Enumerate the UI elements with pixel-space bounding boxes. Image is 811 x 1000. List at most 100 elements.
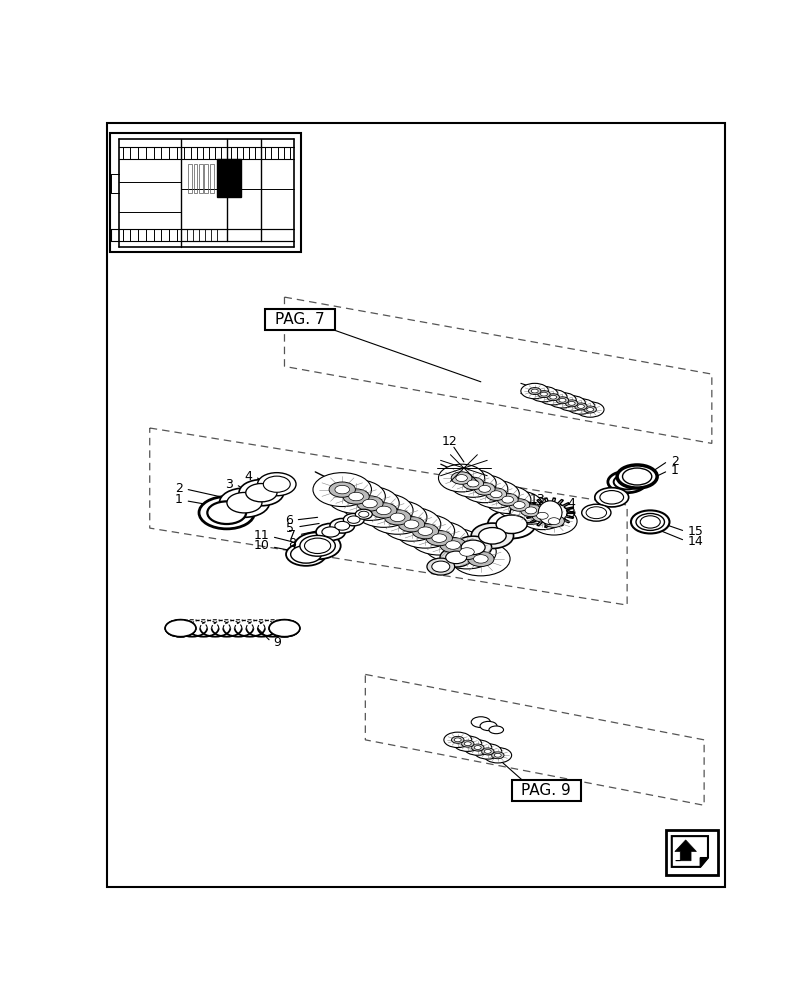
Ellipse shape: [219, 488, 269, 517]
Ellipse shape: [329, 518, 354, 533]
Ellipse shape: [453, 544, 479, 560]
Ellipse shape: [467, 551, 493, 567]
Ellipse shape: [437, 535, 496, 569]
Ellipse shape: [376, 506, 391, 515]
Ellipse shape: [463, 740, 491, 755]
Ellipse shape: [530, 389, 538, 393]
Ellipse shape: [501, 496, 513, 503]
Polygon shape: [674, 840, 696, 861]
Ellipse shape: [431, 534, 446, 542]
Ellipse shape: [481, 748, 493, 755]
Ellipse shape: [530, 386, 557, 402]
Ellipse shape: [520, 504, 541, 517]
Text: 2: 2: [174, 482, 182, 495]
Ellipse shape: [165, 620, 195, 637]
Ellipse shape: [539, 389, 566, 405]
Ellipse shape: [494, 753, 500, 757]
Polygon shape: [699, 858, 707, 867]
Ellipse shape: [491, 752, 504, 759]
Ellipse shape: [583, 406, 595, 413]
Ellipse shape: [474, 744, 501, 759]
Ellipse shape: [558, 398, 565, 402]
Ellipse shape: [382, 507, 440, 541]
Ellipse shape: [390, 513, 405, 522]
Ellipse shape: [556, 397, 568, 404]
Ellipse shape: [341, 487, 399, 520]
Ellipse shape: [461, 540, 484, 555]
Ellipse shape: [423, 528, 482, 562]
Text: 4: 4: [566, 497, 574, 510]
Ellipse shape: [497, 493, 517, 506]
Ellipse shape: [528, 388, 540, 395]
Ellipse shape: [343, 513, 363, 526]
Ellipse shape: [290, 545, 321, 563]
Bar: [188, 164, 192, 193]
Ellipse shape: [356, 496, 383, 511]
Ellipse shape: [473, 555, 487, 563]
Ellipse shape: [530, 507, 577, 535]
Ellipse shape: [334, 485, 349, 494]
Ellipse shape: [354, 493, 413, 527]
Ellipse shape: [473, 480, 519, 508]
Text: 12: 12: [442, 435, 457, 448]
Polygon shape: [525, 498, 574, 527]
Ellipse shape: [328, 482, 355, 497]
Ellipse shape: [199, 497, 254, 529]
Ellipse shape: [299, 535, 335, 556]
Ellipse shape: [226, 492, 262, 513]
Ellipse shape: [444, 732, 471, 748]
Ellipse shape: [412, 524, 438, 539]
Ellipse shape: [410, 521, 468, 555]
Ellipse shape: [445, 551, 466, 564]
Bar: [665, 830, 717, 875]
Text: 1: 1: [670, 464, 678, 477]
Text: 7: 7: [288, 529, 296, 542]
Text: 5: 5: [286, 522, 294, 535]
Ellipse shape: [467, 480, 478, 487]
Ellipse shape: [440, 537, 466, 553]
Ellipse shape: [321, 527, 339, 537]
Ellipse shape: [548, 393, 576, 408]
Ellipse shape: [294, 532, 341, 559]
Ellipse shape: [547, 518, 559, 525]
Ellipse shape: [613, 474, 640, 489]
Ellipse shape: [586, 507, 606, 519]
Ellipse shape: [577, 405, 584, 408]
Ellipse shape: [479, 721, 496, 731]
Ellipse shape: [581, 504, 610, 521]
Ellipse shape: [470, 717, 490, 728]
Ellipse shape: [418, 527, 432, 535]
Ellipse shape: [304, 538, 330, 554]
Circle shape: [538, 501, 561, 525]
Ellipse shape: [474, 483, 495, 495]
Ellipse shape: [464, 742, 470, 746]
Ellipse shape: [312, 473, 371, 507]
Bar: [511, 780, 580, 801]
Ellipse shape: [485, 488, 506, 500]
Ellipse shape: [438, 464, 484, 492]
Bar: [265, 309, 334, 330]
Ellipse shape: [453, 738, 461, 742]
Ellipse shape: [455, 475, 467, 482]
Ellipse shape: [363, 499, 377, 508]
Ellipse shape: [342, 489, 369, 504]
Ellipse shape: [470, 523, 513, 549]
Text: 10: 10: [253, 539, 268, 552]
Ellipse shape: [268, 620, 299, 637]
Ellipse shape: [622, 468, 651, 485]
Text: 11: 11: [253, 529, 268, 542]
Ellipse shape: [326, 480, 385, 513]
Ellipse shape: [358, 511, 368, 517]
Ellipse shape: [594, 488, 628, 507]
Ellipse shape: [557, 396, 585, 411]
Ellipse shape: [576, 402, 603, 417]
Ellipse shape: [513, 502, 525, 508]
Ellipse shape: [453, 736, 481, 751]
Ellipse shape: [490, 491, 501, 498]
Ellipse shape: [454, 536, 491, 559]
Text: 6: 6: [285, 514, 293, 527]
Ellipse shape: [519, 502, 564, 530]
Ellipse shape: [483, 748, 511, 763]
Ellipse shape: [496, 515, 526, 534]
Text: PAG. 9: PAG. 9: [521, 783, 570, 798]
